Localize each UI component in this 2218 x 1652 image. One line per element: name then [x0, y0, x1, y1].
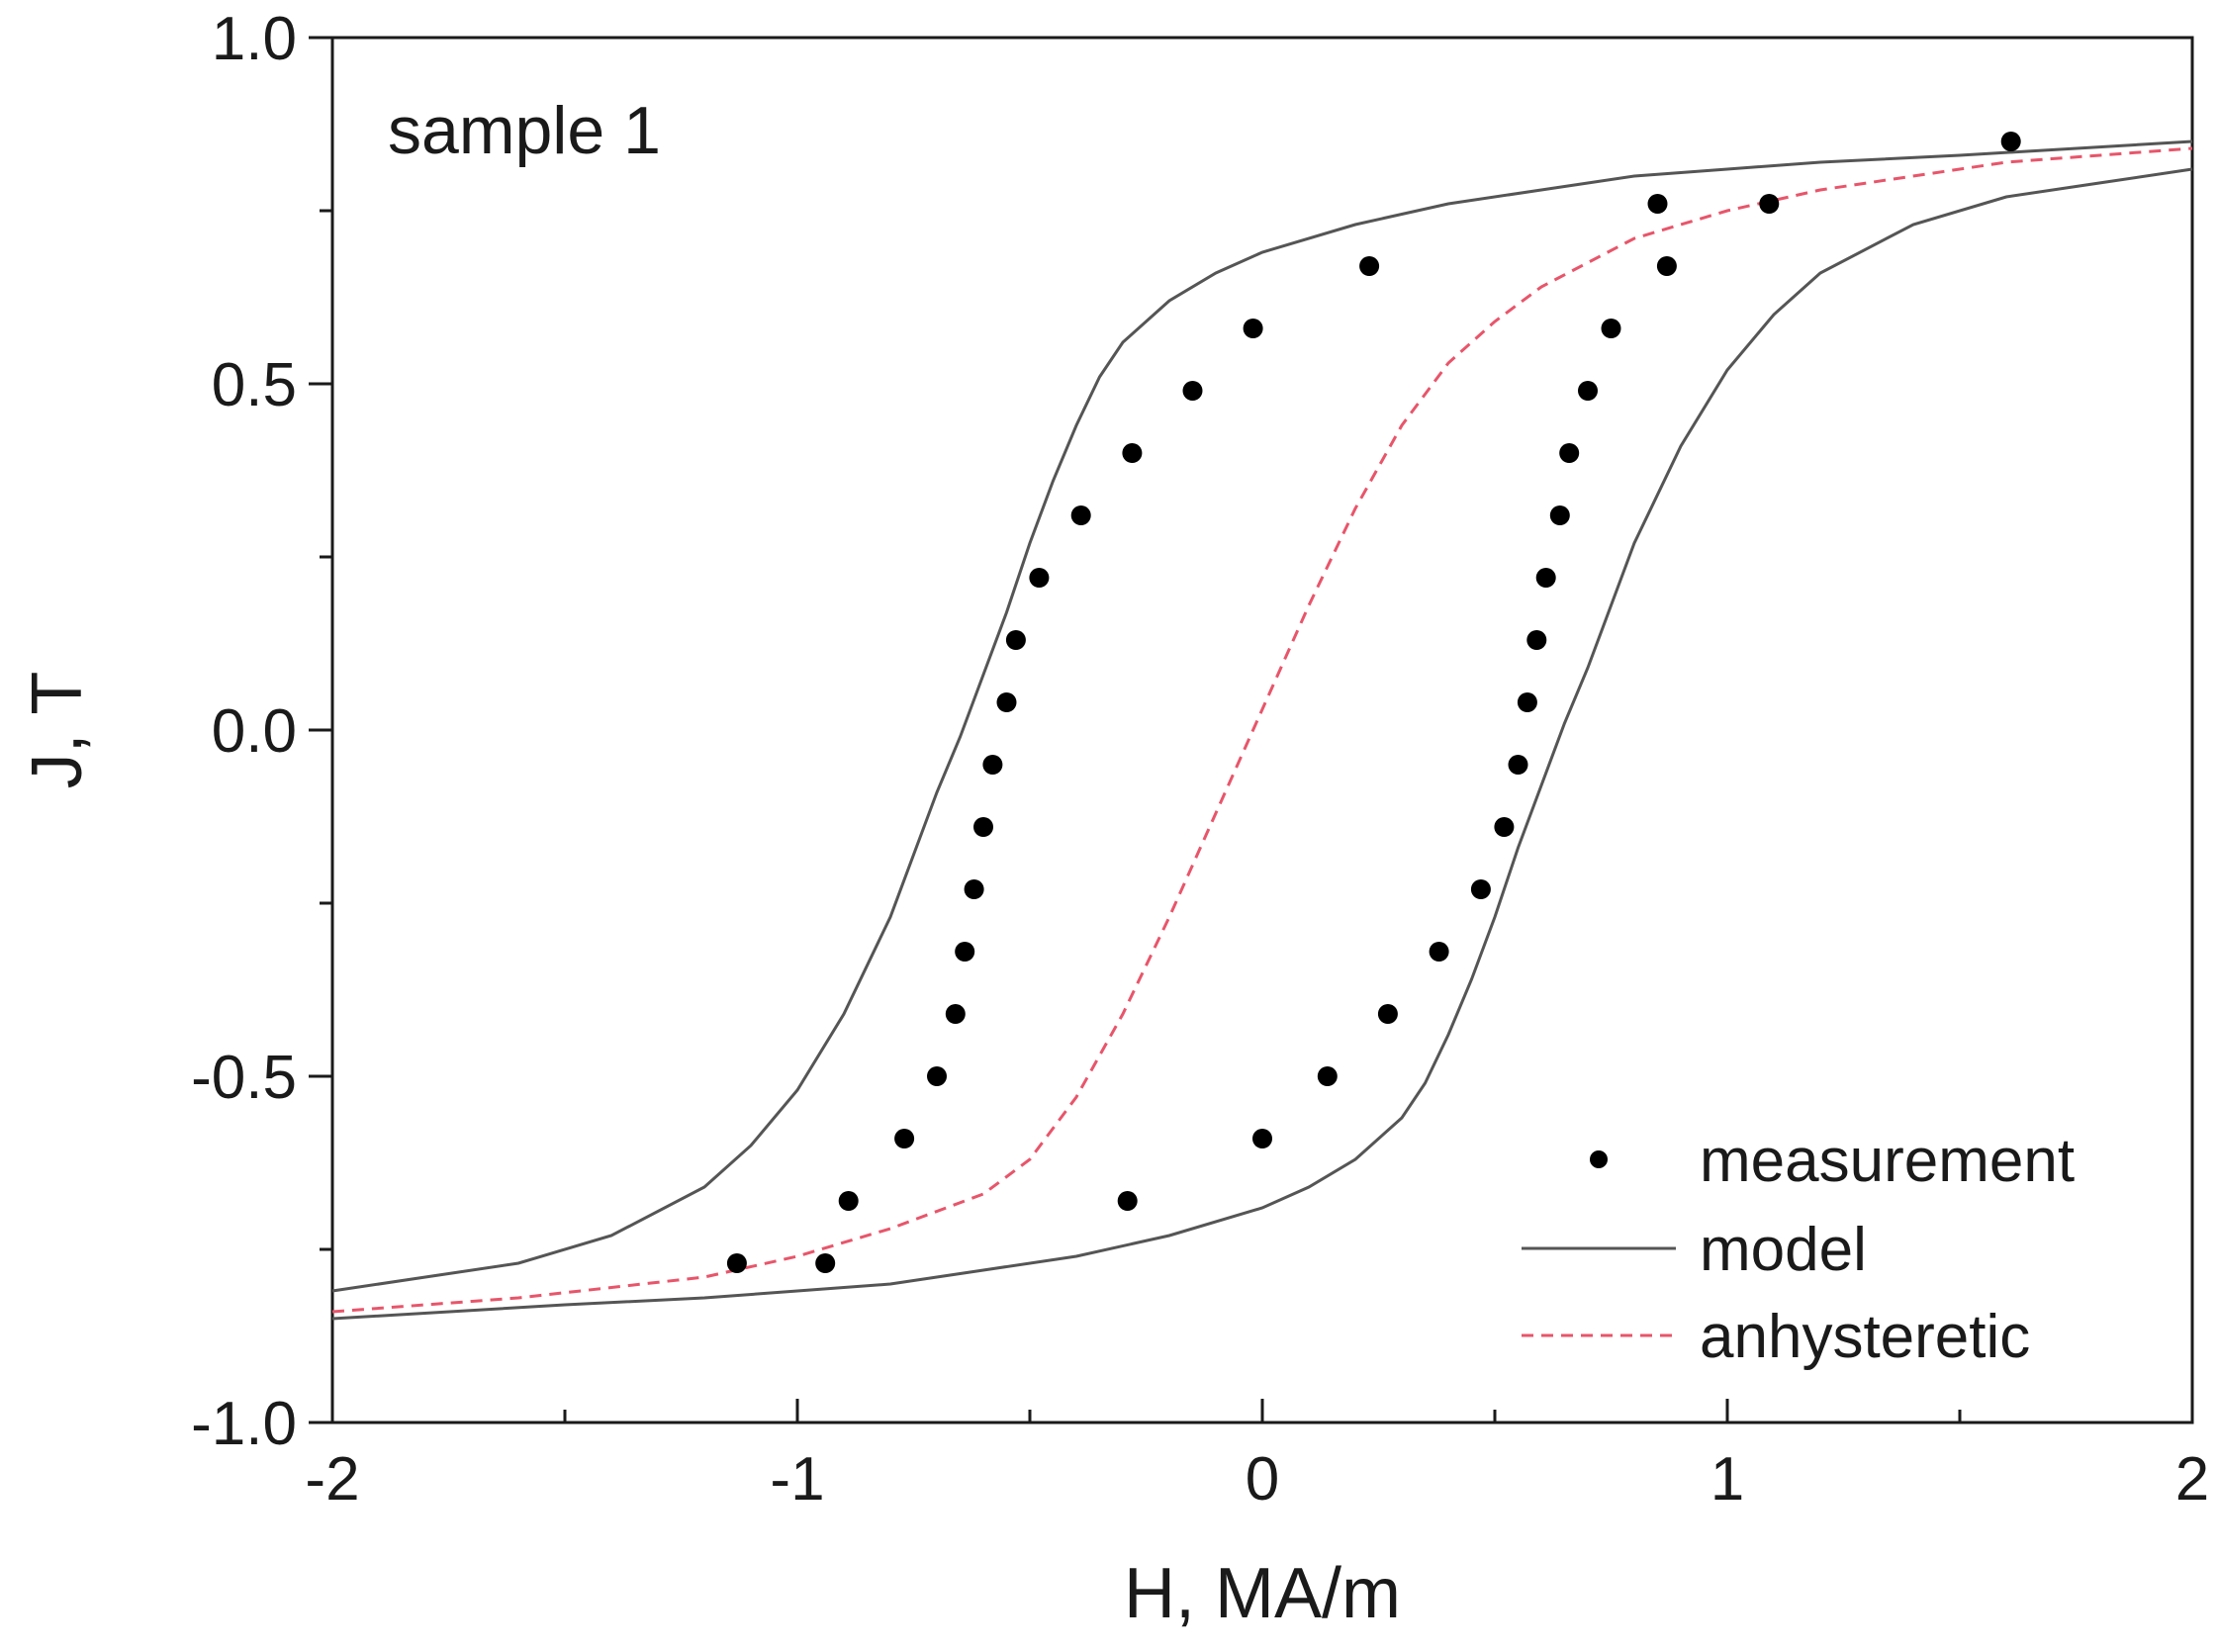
measurement-point: [1122, 443, 1143, 463]
measurement-point: [1377, 1004, 1398, 1024]
measurement-point: [945, 1004, 966, 1024]
measurement-point: [1759, 194, 1780, 214]
measurement-point: [1029, 568, 1050, 588]
measurement-point: [1117, 1191, 1138, 1211]
measurement-point: [894, 1129, 915, 1148]
curves-layer: [331, 139, 2193, 1321]
y-axis-title: J, T: [18, 672, 97, 789]
measurement-point: [955, 942, 975, 962]
measurement-point: [1578, 381, 1598, 401]
measurement-point: [838, 1191, 859, 1211]
measurement-point: [996, 692, 1017, 712]
x-tick-label: -1: [770, 1445, 824, 1514]
legend-label-model: model: [1700, 1216, 1867, 1284]
measurement-point: [1517, 692, 1537, 712]
x-tick-label: 1: [1710, 1445, 1744, 1514]
measurement-point: [973, 817, 993, 837]
measurement-point: [2000, 132, 2021, 151]
y-tick-label: 1.0: [212, 5, 297, 73]
x-tick-label: -2: [305, 1445, 359, 1514]
anhysteretic-curve: [331, 146, 2193, 1314]
measurement-point: [927, 1066, 947, 1086]
measurement-point: [1359, 256, 1380, 276]
measurement-point: [1005, 630, 1026, 650]
measurement-point: [1252, 1129, 1272, 1148]
y-tick-label: 0.0: [212, 697, 297, 766]
measurement-point: [1549, 505, 1570, 525]
model-curve-ascending: [331, 139, 2193, 1293]
measurement-point: [1535, 568, 1556, 588]
measurement-point: [815, 1253, 836, 1273]
measurement-point: [1070, 505, 1091, 525]
ticks-layer: -2 -1 0 1 2 -1.0 -0.5 0.0 0.5 1.0: [191, 5, 2209, 1514]
sample-annotation: sample 1: [388, 93, 661, 168]
measurement-point: [964, 879, 984, 899]
measurement-point: [1508, 755, 1528, 775]
y-tick-label: -1.0: [191, 1390, 297, 1458]
measurement-point: [1601, 319, 1621, 338]
measurement-point: [1526, 630, 1547, 650]
measurement-point: [726, 1253, 747, 1273]
measurement-point: [1494, 817, 1515, 837]
measurement-point: [1656, 256, 1677, 276]
x-tick-label: 2: [2175, 1445, 2209, 1514]
legend-label-measurement: measurement: [1700, 1127, 2075, 1195]
model-curve-descending: [331, 167, 2193, 1321]
markers-layer: [726, 132, 2021, 1273]
measurement-point: [1429, 942, 1449, 962]
x-axis-title: H, MA/m: [1124, 1554, 1401, 1633]
legend-label-anhysteretic: anhysteretic: [1700, 1303, 2030, 1371]
measurement-point: [1647, 194, 1668, 214]
measurement-point: [1182, 381, 1203, 401]
measurement-point: [1243, 319, 1263, 338]
measurement-point: [1470, 879, 1491, 899]
x-tick-label: 0: [1246, 1445, 1279, 1514]
y-tick-label: 0.5: [212, 351, 297, 419]
y-tick-label: -0.5: [191, 1044, 297, 1112]
measurement-point: [982, 755, 1003, 775]
measurement-point: [1317, 1066, 1338, 1086]
legend: measurement model anhysteretic: [1522, 1127, 2075, 1371]
legend-marker-measurement: [1590, 1150, 1608, 1168]
measurement-point: [1559, 443, 1580, 463]
